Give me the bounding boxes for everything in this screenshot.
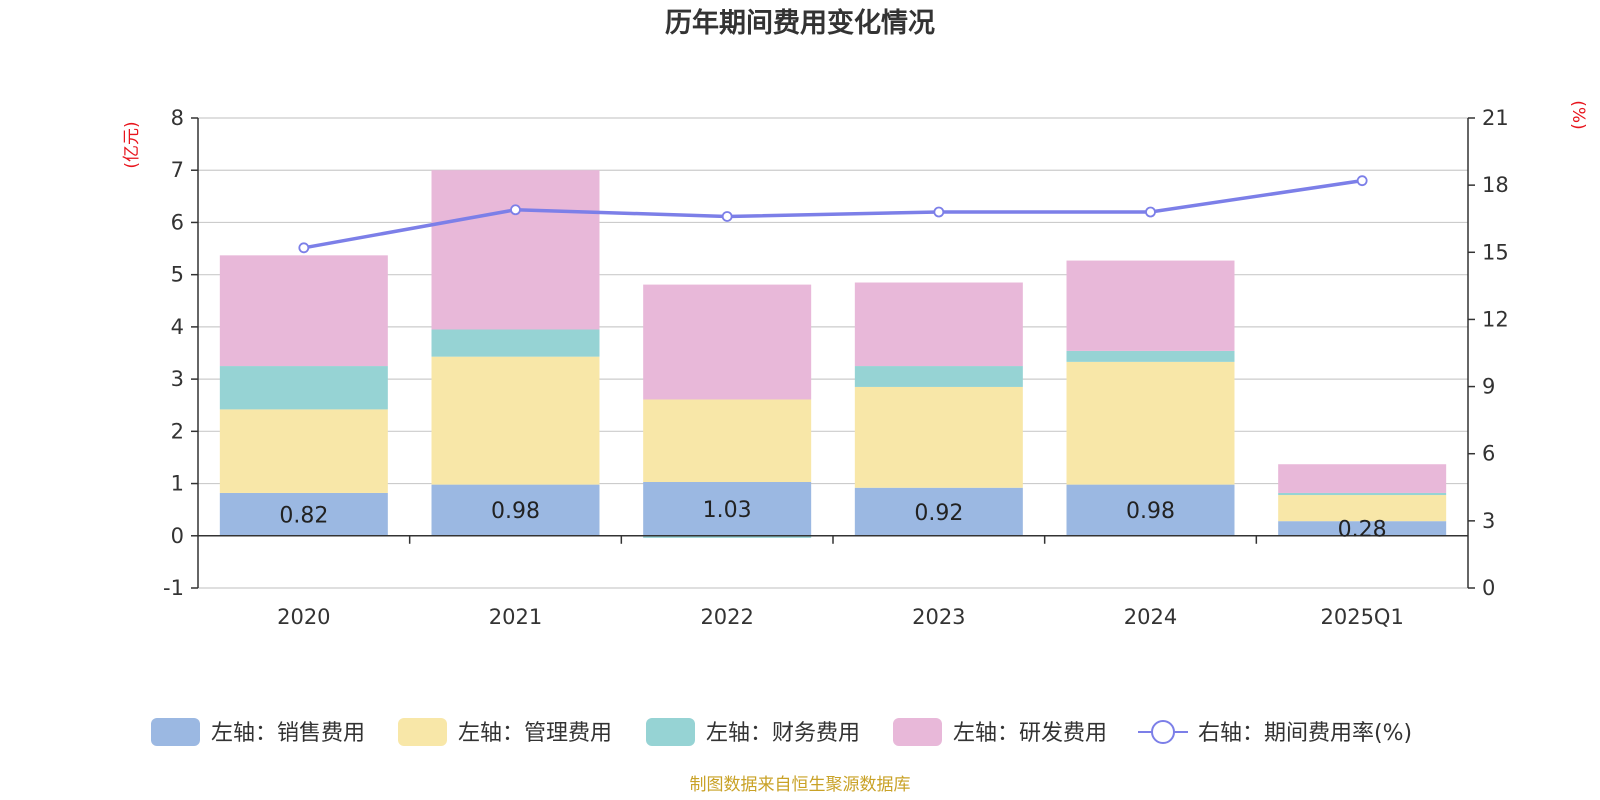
legend-item[interactable]: 左轴：研发费用 [893,718,1107,746]
bar-segment [1066,260,1235,351]
rate-point [510,204,521,216]
legend-label: 左轴：销售费用 [211,721,365,746]
left-tick-label: 6 [171,210,184,234]
left-axis-unit: (亿元) [122,121,142,168]
rate-point [721,211,733,222]
bar-segment [1066,484,1235,536]
left-tick-label: 8 [171,106,184,130]
rate-line [303,178,1363,250]
right-tick-label: 9 [1482,375,1495,399]
bar-segment [1278,495,1447,522]
right-tick-label: 0 [1482,576,1495,600]
bar-segment [219,409,388,493]
x-tick-label: 2025Q1 [1320,605,1403,629]
right-tick-label: 12 [1482,307,1509,331]
right-tick-label: 18 [1482,173,1509,197]
rate-point [1356,175,1368,187]
rate-point [298,242,310,254]
left-tick-label: 2 [171,419,184,443]
left-tick-label: 0 [171,524,184,548]
data-labels: 0.82 0.98 1.03 0.92 0.98 0.28 [279,498,1386,543]
right-tick-label: 3 [1482,509,1495,533]
bar-segment [643,399,812,482]
bar-segment [854,487,1023,536]
bar-segment [219,366,388,410]
left-tick-label: 7 [171,158,184,182]
legend-label: 左轴：研发费用 [953,721,1107,746]
bar-segment [1278,464,1447,493]
source-note: 制图数据来自恒生聚源数据库 [690,775,911,795]
bar-segment [1066,361,1235,485]
bar-data-label: 0.82 [279,503,328,528]
legend-item[interactable]: 左轴：财务费用 [646,718,860,746]
legend-label: 左轴：财务费用 [706,721,860,746]
x-tick-label: 2022 [700,605,753,629]
legend-swatch [398,718,447,746]
legend-swatch [893,718,942,746]
rate-point [933,206,945,218]
x-tick-label: 2020 [277,605,330,629]
x-tick-label: 2024 [1124,605,1177,629]
legend-label: 右轴：期间费用率(%) [1198,721,1412,746]
bar-segment [219,255,388,367]
bar-layer [219,170,1447,538]
left-tick-label: 5 [171,263,184,287]
legend-label: 左轴：管理费用 [458,721,612,746]
legend-circle-swatch [1151,720,1175,744]
bar-segment [431,356,600,485]
bar-segment [643,481,812,536]
legend-item[interactable]: 右轴：期间费用率(%) [1138,720,1412,746]
bar-segment [854,282,1023,367]
x-tick-label: 2021 [489,605,542,629]
bar-data-label: 0.28 [1338,517,1387,542]
legend-item[interactable]: 左轴：管理费用 [398,718,612,746]
legend-swatch [646,718,695,746]
bar-segment [1278,521,1447,536]
legend-swatch [151,718,200,746]
right-axis-unit: (%) [1568,100,1588,129]
rate-line-layer [298,175,1368,254]
legend[interactable]: 左轴：销售费用 左轴：管理费用 左轴：财务费用 左轴：研发费用 右轴：期间费用率(%) [151,718,1412,746]
bar-data-label: 0.92 [914,501,963,526]
legend-item[interactable]: 左轴：销售费用 [151,718,365,746]
bar-data-label: 0.98 [1126,499,1175,524]
bar-segment [854,386,1023,488]
x-tick-label: 2023 [912,605,965,629]
bar-data-label: 0.98 [491,499,540,524]
bar-segment [643,284,812,400]
left-tick-label: 3 [171,367,184,391]
left-tick-label: -1 [163,576,184,600]
bar-segment [431,484,600,536]
bar-data-label: 1.03 [703,498,752,523]
bar-segment [219,492,388,536]
right-tick-label: 6 [1482,442,1495,466]
bar-segment [431,329,600,357]
left-tick-label: 1 [171,472,184,496]
bar-segment [643,535,812,538]
bar-segment [854,366,1023,387]
rate-point [1145,206,1156,218]
bar-segment [1278,492,1447,496]
right-tick-label: 15 [1482,240,1509,264]
bar-segment [1066,350,1235,362]
right-tick-label: 21 [1482,106,1509,130]
chart-title: 历年期间费用变化情况 [665,7,935,39]
left-tick-label: 4 [171,315,184,339]
grid-lines [198,117,1468,589]
bar-segment [431,170,600,330]
